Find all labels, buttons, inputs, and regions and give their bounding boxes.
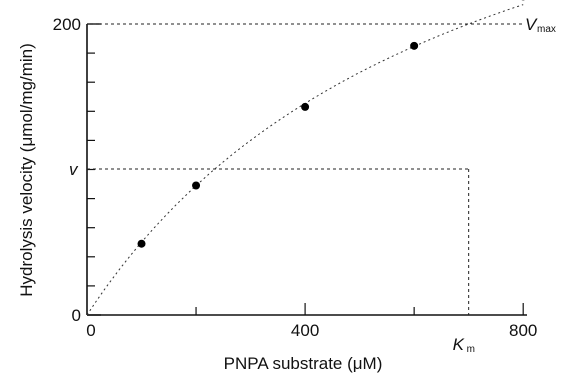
x-tick-label: 0 bbox=[86, 321, 95, 340]
data-point bbox=[192, 181, 201, 190]
vmax-label: V bbox=[525, 15, 538, 34]
x-axis-label: PNPA substrate (μM) bbox=[224, 354, 383, 373]
data-point bbox=[410, 41, 419, 50]
x-tick-label: 800 bbox=[509, 321, 537, 340]
km-label-sub: m bbox=[467, 344, 475, 355]
data-points bbox=[137, 0, 525, 248]
axes: 0 200 0 400 800 bbox=[53, 15, 538, 340]
y-tick-label: 0 bbox=[72, 306, 81, 325]
fit-curve bbox=[86, 4, 524, 316]
v-label: v bbox=[69, 160, 79, 179]
y-tick-label: 200 bbox=[53, 15, 81, 34]
data-point bbox=[137, 239, 146, 248]
y-axis-label: Hydrolysis velocity (μmol/mg/min) bbox=[17, 43, 36, 297]
x-tick-label: 400 bbox=[291, 321, 319, 340]
fit-curve-layer bbox=[86, 4, 524, 316]
km-label: K bbox=[453, 335, 465, 354]
vmax-label-sub: max bbox=[537, 24, 556, 35]
axis-labels: PNPA substrate (μM) Hydrolysis velocity … bbox=[17, 43, 382, 373]
data-point bbox=[301, 102, 310, 111]
